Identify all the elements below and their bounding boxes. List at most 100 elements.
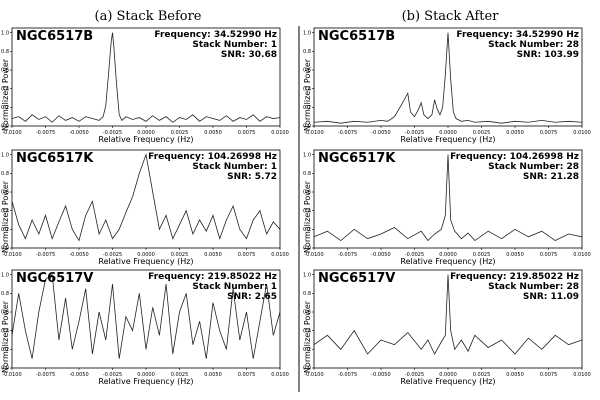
x-tick-label: 0.0100: [573, 372, 591, 378]
y-axis-label: Normalized Power: [1, 58, 10, 131]
y-tick-label: 1.0: [1, 30, 9, 36]
y-tick-label: 0.6: [303, 68, 311, 74]
y-tick-label: 0.0: [303, 246, 311, 252]
x-tick-label: -0.0100: [2, 130, 21, 136]
x-tick-label: -0.0050: [69, 372, 88, 378]
y-tick-label: 0.6: [1, 190, 9, 196]
x-axis-label: Relative Frequency (Hz): [98, 377, 193, 386]
y-tick-label: 1.0: [1, 272, 9, 278]
x-axis-label: Relative Frequency (Hz): [98, 257, 193, 266]
snr-readout: SNR: 30.68: [221, 50, 277, 60]
y-tick-label: 0.2: [303, 227, 311, 233]
y-tick-label: 0.2: [303, 347, 311, 353]
spectrum-panel: 0.0 0.2 0.4 0.6 0.8 1.0 -0.0100 -0.0075 -0.0050 -…: [1, 27, 289, 144]
x-tick-label: 0.0050: [204, 130, 222, 136]
x-tick-label: -0.0075: [338, 372, 357, 378]
y-tick-label: 0.8: [303, 291, 311, 297]
y-tick-label: 0.6: [303, 190, 311, 196]
snr-readout: SNR: 5.72: [227, 172, 277, 182]
spectrum-panel: 0.0 0.2 0.4 0.6 0.8 1.0 -0.0100 -0.0075 -0.0050 -…: [303, 27, 591, 144]
x-tick-label: 0.0025: [171, 372, 189, 378]
x-tick-label: -0.0025: [103, 372, 122, 378]
x-tick-label: -0.0075: [36, 252, 55, 258]
frequency-readout: Frequency: 219.85022 Hz: [148, 272, 277, 282]
x-axis-label: Relative Frequency (Hz): [98, 135, 193, 144]
frequency-readout: Frequency: 34.52990 Hz: [154, 30, 277, 40]
y-tick-label: 1.0: [303, 30, 311, 36]
x-tick-label: 0.0050: [506, 372, 524, 378]
x-tick-label: 0.0000: [439, 252, 457, 258]
plot-frame: [11, 149, 281, 249]
y-tick-label: 0.2: [303, 105, 311, 111]
x-tick-label: 0.0025: [473, 252, 491, 258]
x-tick-label: -0.0100: [2, 252, 21, 258]
x-tick-label: 0.0025: [171, 252, 189, 258]
x-tick-label: 0.0000: [137, 372, 155, 378]
panel-object-name: NGC6517K: [318, 151, 396, 166]
snr-readout: SNR: 103.99: [517, 50, 579, 60]
y-axis-label: Normalized Power: [1, 300, 10, 373]
panel-object-name: NGC6517K: [16, 151, 94, 166]
x-tick-label: 0.0100: [573, 252, 591, 258]
y-axis-label: Normalized Power: [303, 180, 312, 253]
x-tick-label: 0.0075: [540, 252, 558, 258]
x-tick-label: 0.0075: [238, 372, 256, 378]
power-series-line: [12, 273, 280, 359]
x-tick-label: -0.0075: [36, 372, 55, 378]
y-tick-label: 0.6: [303, 310, 311, 316]
x-tick-label: 0.0025: [473, 130, 491, 136]
plot-frame: [11, 27, 281, 127]
x-tick-label: 0.0000: [137, 130, 155, 136]
x-tick-label: 0.0000: [439, 130, 457, 136]
x-tick-label: -0.0025: [103, 130, 122, 136]
y-axis-label: Normalized Power: [303, 58, 312, 131]
y-axis-label: Normalized Power: [303, 300, 312, 373]
y-tick-label: 0.8: [1, 291, 9, 297]
y-tick-label: 0.4: [1, 86, 9, 92]
power-series-line: [12, 32, 280, 123]
y-tick-label: 0.4: [303, 208, 311, 214]
plot-frame: [313, 269, 583, 369]
x-tick-label: -0.0025: [405, 372, 424, 378]
spectrum-panel: 0.0 0.2 0.4 0.6 0.8 1.0 -0.0100 -0.0075 -0.0050 -…: [1, 149, 289, 266]
x-tick-label: -0.0025: [405, 130, 424, 136]
x-tick-label: 0.0075: [238, 252, 256, 258]
x-tick-label: -0.0050: [69, 130, 88, 136]
x-tick-label: 0.0000: [137, 252, 155, 258]
x-tick-label: 0.0075: [540, 372, 558, 378]
x-tick-label: 0.0100: [271, 252, 289, 258]
stack-number-readout: Stack Number: 28: [488, 40, 579, 50]
y-tick-label: 0.4: [303, 328, 311, 334]
plot-frame: [313, 27, 583, 127]
x-tick-label: -0.0075: [338, 252, 357, 258]
x-tick-label: -0.0025: [103, 252, 122, 258]
plot-frame: [313, 149, 583, 249]
x-tick-label: -0.0100: [2, 372, 21, 378]
x-tick-label: 0.0050: [204, 252, 222, 258]
stack-number-readout: Stack Number: 28: [488, 282, 579, 292]
y-tick-label: 0.0: [303, 124, 311, 130]
y-axis-label: Normalized Power: [1, 180, 10, 253]
spectrum-panel: 0.0 0.2 0.4 0.6 0.8 1.0 -0.0100 -0.0075 -0.0050 -…: [303, 269, 591, 386]
y-tick-label: 0.8: [1, 171, 9, 177]
x-tick-label: 0.0050: [506, 130, 524, 136]
x-tick-label: 0.0025: [171, 130, 189, 136]
y-tick-label: 0.0: [1, 366, 9, 372]
panels: 0.0 0.2 0.4 0.6 0.8 1.0 -0.0100 -0.0075 -0.0050 -…: [1, 26, 591, 392]
y-tick-label: 0.0: [303, 366, 311, 372]
spectrum-panel: 0.0 0.2 0.4 0.6 0.8 1.0 -0.0100 -0.0075 -0.0050 -…: [1, 269, 289, 386]
y-tick-label: 0.4: [303, 86, 311, 92]
x-tick-label: 0.0075: [540, 130, 558, 136]
snr-readout: SNR: 11.09: [523, 292, 579, 302]
frequency-readout: Frequency: 219.85022 Hz: [450, 272, 579, 282]
y-tick-label: 0.0: [1, 246, 9, 252]
power-series-line: [12, 153, 280, 242]
y-tick-label: 0.0: [1, 124, 9, 130]
x-tick-label: 0.0100: [573, 130, 591, 136]
power-series-line: [314, 274, 582, 355]
x-tick-label: 0.0075: [238, 130, 256, 136]
spectrum-panel: 0.0 0.2 0.4 0.6 0.8 1.0 -0.0100 -0.0075 -0.0050 -…: [303, 149, 591, 266]
stack-number-readout: Stack Number: 1: [192, 282, 277, 292]
y-tick-label: 0.6: [1, 68, 9, 74]
